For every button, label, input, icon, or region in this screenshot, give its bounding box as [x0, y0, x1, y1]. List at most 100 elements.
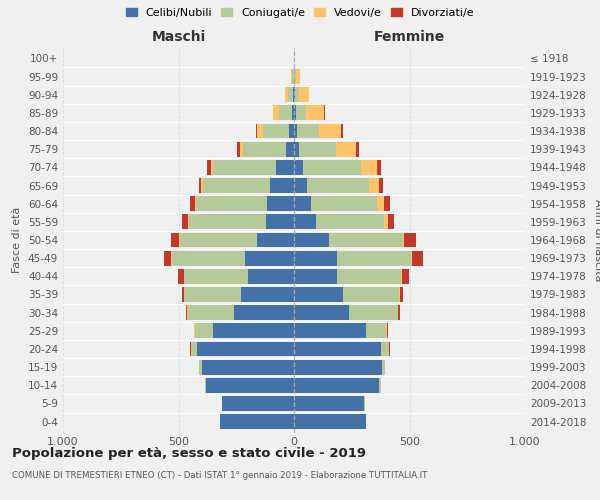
Bar — [178, 269, 184, 284]
Bar — [294, 142, 299, 156]
Bar — [196, 196, 268, 211]
Bar — [248, 269, 294, 284]
Legend: Celibi/Nubili, Coniugati/e, Vedovi/e, Divorziati/e: Celibi/Nubili, Coniugati/e, Vedovi/e, Di… — [121, 3, 479, 22]
Bar — [291, 69, 292, 84]
Bar — [402, 269, 409, 284]
Bar — [294, 160, 303, 175]
Bar — [190, 196, 194, 211]
Bar — [194, 196, 196, 211]
Bar — [294, 287, 343, 302]
Bar — [245, 250, 294, 266]
Bar — [203, 178, 270, 193]
Bar — [208, 160, 211, 175]
Bar — [329, 232, 403, 248]
Bar — [201, 178, 203, 193]
Bar — [184, 269, 248, 284]
Bar — [294, 414, 365, 429]
Bar — [213, 324, 294, 338]
Bar — [275, 160, 294, 175]
Bar — [361, 160, 377, 175]
Bar — [311, 196, 377, 211]
Bar — [186, 305, 187, 320]
Bar — [294, 378, 379, 392]
Bar — [243, 142, 286, 156]
Bar — [294, 124, 298, 138]
Bar — [182, 214, 188, 230]
Bar — [197, 342, 294, 356]
Bar — [337, 250, 410, 266]
Bar — [349, 305, 398, 320]
Bar — [295, 88, 299, 102]
Bar — [306, 106, 323, 120]
Bar — [294, 396, 364, 411]
Bar — [384, 196, 390, 211]
Bar — [268, 196, 294, 211]
Bar — [188, 305, 234, 320]
Bar — [369, 178, 379, 193]
Bar — [404, 232, 416, 248]
Bar — [241, 287, 294, 302]
Bar — [292, 106, 294, 120]
Bar — [323, 106, 325, 120]
Bar — [337, 269, 401, 284]
Bar — [294, 305, 349, 320]
Bar — [387, 324, 388, 338]
Bar — [294, 324, 365, 338]
Bar — [319, 124, 341, 138]
Bar — [377, 160, 380, 175]
Bar — [220, 414, 294, 429]
Bar — [343, 287, 399, 302]
Bar — [403, 232, 404, 248]
Text: Femmine: Femmine — [374, 30, 445, 44]
Bar — [412, 250, 424, 266]
Bar — [295, 69, 296, 84]
Bar — [273, 106, 279, 120]
Bar — [294, 196, 311, 211]
Bar — [398, 305, 400, 320]
Bar — [257, 232, 294, 248]
Bar — [289, 124, 294, 138]
Bar — [199, 360, 202, 374]
Bar — [213, 160, 275, 175]
Bar — [316, 214, 384, 230]
Bar — [223, 396, 294, 411]
Y-axis label: Fasce di età: Fasce di età — [13, 207, 22, 273]
Bar — [263, 124, 289, 138]
Bar — [279, 106, 292, 120]
Bar — [256, 124, 257, 138]
Bar — [307, 178, 369, 193]
Bar — [410, 250, 412, 266]
Text: COMUNE DI TREMESTIERI ETNEO (CT) - Dati ISTAT 1° gennaio 2019 - Elaborazione TUT: COMUNE DI TREMESTIERI ETNEO (CT) - Dati … — [12, 471, 427, 480]
Bar — [299, 88, 309, 102]
Bar — [191, 342, 197, 356]
Bar — [164, 250, 171, 266]
Text: Popolazione per età, sesso e stato civile - 2019: Popolazione per età, sesso e stato civil… — [12, 448, 366, 460]
Bar — [377, 196, 384, 211]
Bar — [380, 342, 389, 356]
Bar — [294, 232, 329, 248]
Bar — [234, 305, 294, 320]
Y-axis label: Anni di nascita: Anni di nascita — [593, 198, 600, 281]
Bar — [379, 378, 380, 392]
Bar — [294, 360, 382, 374]
Bar — [288, 88, 293, 102]
Bar — [286, 142, 294, 156]
Bar — [189, 214, 266, 230]
Bar — [240, 142, 243, 156]
Bar — [379, 178, 383, 193]
Bar — [206, 378, 294, 392]
Bar — [299, 142, 335, 156]
Bar — [179, 232, 257, 248]
Bar — [188, 214, 189, 230]
Bar — [182, 287, 184, 302]
Bar — [365, 324, 386, 338]
Bar — [211, 160, 213, 175]
Bar — [199, 178, 201, 193]
Bar — [285, 88, 288, 102]
Bar — [296, 69, 300, 84]
Bar — [294, 250, 337, 266]
Bar — [172, 250, 245, 266]
Bar — [171, 232, 179, 248]
Bar — [303, 160, 361, 175]
Bar — [294, 269, 337, 284]
